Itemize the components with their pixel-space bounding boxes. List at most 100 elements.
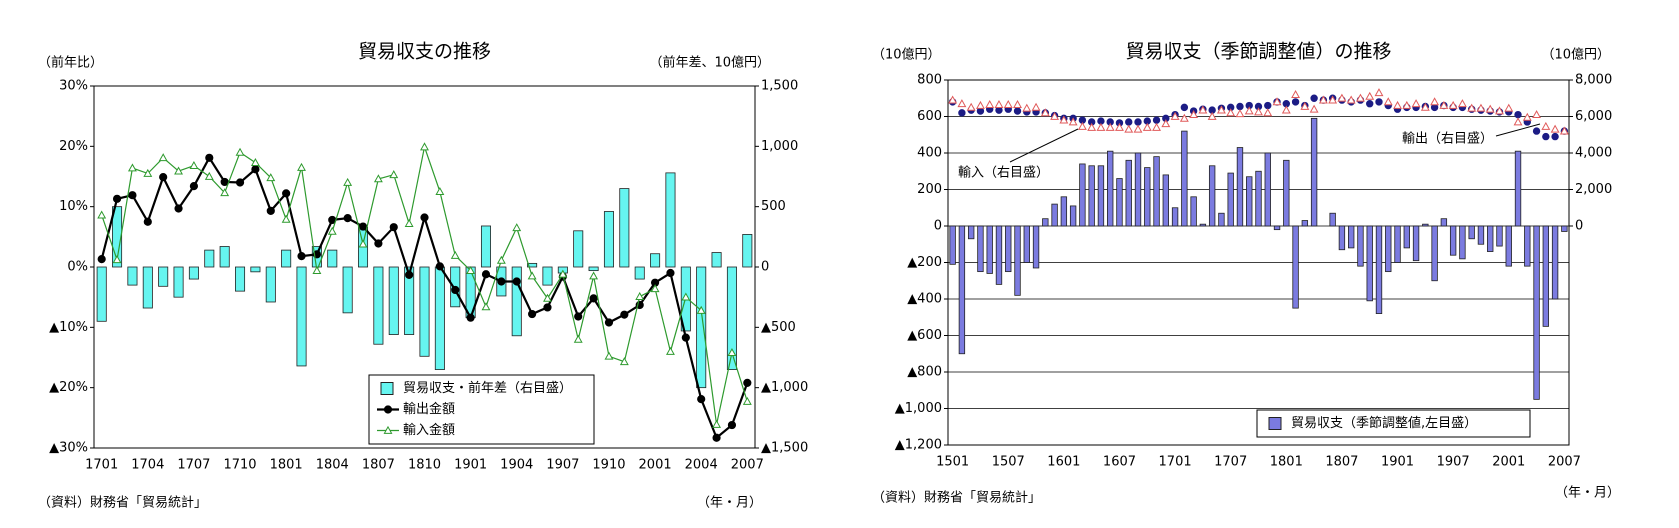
bar (1394, 225, 1401, 263)
marker (543, 293, 552, 302)
marker (573, 334, 583, 343)
marker (250, 157, 260, 167)
marker (589, 294, 598, 303)
marker (1542, 132, 1550, 141)
bar (1023, 225, 1030, 263)
marker (1495, 106, 1504, 115)
marker (1134, 118, 1142, 126)
bar (1403, 225, 1410, 249)
bar (219, 246, 230, 268)
marker (1356, 93, 1365, 102)
marker (1513, 117, 1523, 126)
marker (666, 346, 675, 355)
bar (1524, 225, 1531, 267)
marker (1236, 102, 1244, 111)
marker (1374, 88, 1384, 97)
marker (1031, 102, 1041, 111)
bar (127, 266, 138, 286)
marker (712, 419, 722, 428)
marker (1198, 105, 1208, 114)
bar (619, 188, 630, 268)
bar (995, 225, 1003, 285)
marker (112, 255, 122, 264)
marker (435, 262, 444, 271)
marker (1532, 127, 1541, 135)
y-tick-label: ▲30% (49, 441, 88, 456)
marker (527, 271, 537, 280)
bar (967, 225, 975, 240)
x-tick-label: 2001 (639, 458, 672, 473)
bar (1431, 225, 1438, 282)
x-tick-label: 1707 (177, 458, 210, 473)
marker (496, 255, 506, 264)
marker (220, 177, 229, 187)
marker (1300, 101, 1310, 110)
marker (743, 378, 752, 387)
y2-tick-label: 4,000 (1575, 146, 1612, 161)
marker (404, 218, 414, 227)
bar (1440, 218, 1448, 227)
x-axis-label: （年・月） (1555, 486, 1620, 501)
marker (1264, 101, 1272, 110)
bar (1264, 152, 1271, 227)
marker (985, 100, 995, 109)
marker (466, 265, 476, 274)
marker (374, 239, 383, 248)
marker (620, 310, 629, 319)
x-tick-label: 2004 (685, 458, 718, 473)
marker (1272, 97, 1282, 106)
source-note: （資料）財務省「貿易統計」 (872, 490, 1041, 506)
bar (1542, 225, 1550, 327)
marker (1448, 100, 1458, 109)
bar (1005, 225, 1012, 273)
marker (1207, 111, 1217, 120)
bar (1310, 117, 1318, 227)
bar (1181, 130, 1188, 227)
marker (1485, 104, 1495, 113)
marker (1216, 105, 1226, 114)
y2-tick-label: 2,000 (1575, 182, 1612, 197)
y2-tick-label: 8,000 (1575, 73, 1612, 88)
bar (1273, 225, 1281, 231)
marker (97, 255, 106, 264)
bar (296, 266, 307, 367)
marker (1420, 102, 1430, 111)
marker (1077, 121, 1087, 130)
x-tick-label: 2007 (1548, 455, 1581, 470)
y2-tick-label: 1,000 (761, 139, 798, 154)
bar (96, 266, 107, 322)
legend-box (1256, 409, 1531, 438)
marker (1550, 124, 1560, 133)
marker (1050, 111, 1060, 120)
marker (1003, 100, 1013, 109)
marker (1310, 94, 1318, 102)
marker (1541, 121, 1551, 130)
bar (1125, 159, 1132, 227)
y-tick-label: 600 (917, 109, 942, 124)
y2-tick-label: 1,500 (761, 79, 798, 94)
marker (589, 271, 599, 280)
marker (1254, 107, 1263, 116)
marker (1180, 103, 1189, 112)
bar (588, 266, 599, 272)
marker (1133, 124, 1143, 133)
x-tick-label: 1707 (1214, 455, 1247, 470)
bar (958, 225, 966, 355)
marker (742, 396, 752, 405)
legend: 貿易収支（季節調整値,左目盛） (1256, 409, 1531, 438)
marker (1235, 109, 1245, 118)
bar (480, 225, 491, 268)
bar (1477, 225, 1485, 245)
marker (1366, 100, 1374, 108)
bar (1449, 225, 1457, 256)
marker (1514, 110, 1522, 119)
marker (619, 357, 629, 366)
marker (528, 309, 537, 319)
legend-label: 輸出金額 (403, 401, 455, 417)
marker (558, 269, 568, 278)
marker (281, 214, 291, 223)
y-tick-label: 800 (917, 73, 942, 88)
marker (266, 206, 275, 215)
marker (1161, 119, 1171, 128)
bar (1097, 165, 1105, 227)
